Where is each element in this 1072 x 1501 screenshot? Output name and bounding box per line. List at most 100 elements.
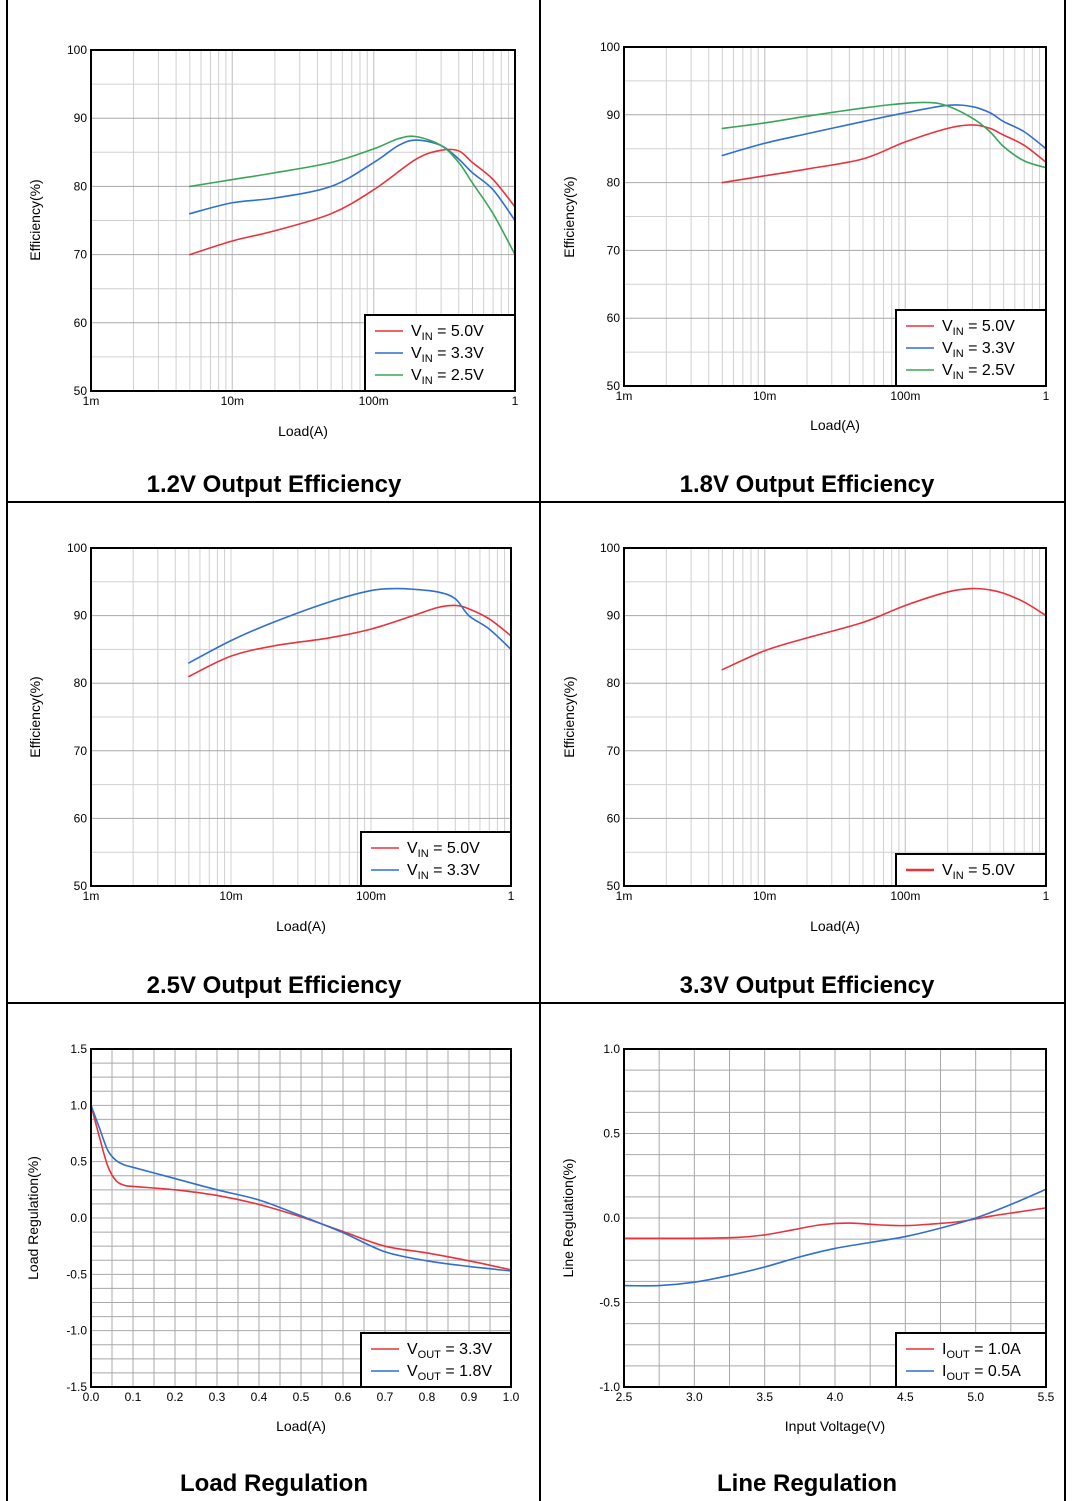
y-tick-labels: -1.0 -0.5 0.0 0.5 1.0: [599, 1042, 620, 1394]
x-tick-labels: 1m 10m 100m 1: [616, 889, 1050, 903]
legend-box: [360, 831, 512, 887]
series-line: [188, 135, 516, 256]
x-axis-label: Load(A): [278, 423, 328, 439]
y-tick-label: 80: [607, 176, 621, 190]
y-tick-label: 90: [74, 111, 88, 125]
chart-panel-5: -1.5 -1.0 -0.5 0.0 0.5 1.0 1.5 0.0 0.1 0.2 0.3 0.4…: [25, 1042, 520, 1497]
x-tick-label: 1m: [616, 389, 633, 403]
y-tick-label: 100: [67, 541, 87, 555]
x-tick-label: 5.5: [1038, 1390, 1055, 1404]
data-series: [721, 587, 1047, 671]
y-tick-label: 80: [74, 179, 88, 193]
y-tick-label: 70: [74, 744, 88, 758]
y-tick-label: 90: [607, 609, 621, 623]
y-tick-label: 50: [74, 879, 88, 893]
y-tick-label: 1.0: [70, 1098, 87, 1112]
x-tick-label: 0.7: [377, 1390, 394, 1404]
x-axis-label: Load(A): [810, 417, 860, 433]
data-series: [188, 135, 516, 256]
x-tick-label: 4.0: [827, 1390, 844, 1404]
legend-label: VIN = 5.0V: [942, 318, 1015, 338]
y-tick-label: 60: [74, 811, 88, 825]
legend-label: VIN = 2.5V: [942, 362, 1015, 382]
y-tick-labels: 50 60 70 80 90 100: [67, 541, 87, 893]
x-axis-label: Load(A): [810, 918, 860, 934]
series-line: [721, 587, 1047, 671]
legend-label: VIN = 5.0V: [407, 840, 480, 860]
chart-panel-3: 50 60 70 80 90 100 1m 10m 100m 1 Load(A) Efficie…: [27, 541, 515, 999]
x-tick-label: 0.3: [209, 1390, 226, 1404]
x-tick-label: 0.4: [251, 1390, 268, 1404]
y-tick-label: 60: [607, 311, 621, 325]
x-tick-label: 4.5: [897, 1390, 914, 1404]
series-line: [188, 139, 516, 222]
y-tick-label: -1.0: [66, 1324, 87, 1338]
x-tick-labels: 1m 10m 100m 1: [83, 889, 515, 903]
legend-label: VOUT = 3.3V: [407, 1341, 492, 1361]
x-tick-label: 0.2: [167, 1390, 184, 1404]
series-line: [623, 1207, 1047, 1240]
x-tick-label: 3.5: [756, 1390, 773, 1404]
plot-area-frame: [90, 1048, 512, 1388]
x-tick-label: 1m: [83, 394, 100, 408]
series-line: [623, 1188, 1047, 1287]
x-tick-label: 0.0: [83, 1390, 100, 1404]
legend: VIN = 5.0V: [895, 853, 1047, 887]
x-tick-labels: 0.0 0.1 0.2 0.3 0.4 0.5 0.6 0.7 0.8 0.9 1.0: [83, 1390, 520, 1404]
x-tick-label: 3.0: [686, 1390, 703, 1404]
plot-area-frame: [623, 547, 1047, 887]
plot-area-frame: [623, 46, 1047, 387]
series-line: [188, 148, 516, 256]
x-tick-label: 0.1: [125, 1390, 142, 1404]
y-tick-labels: 50 60 70 80 90 100: [600, 40, 620, 393]
legend-box: [895, 1332, 1047, 1388]
x-axis-label: Load(A): [276, 1418, 326, 1434]
x-tick-label: 0.5: [293, 1390, 310, 1404]
y-tick-label: 70: [74, 248, 88, 262]
chart-panel-2: 50 60 70 80 90 100 1m 10m 100m 1 Load(A) Efficie…: [561, 40, 1050, 498]
legend-box: [360, 1332, 512, 1388]
x-tick-labels: 1m 10m 100m 1: [616, 389, 1050, 403]
x-axis-label: Load(A): [276, 918, 326, 934]
y-tick-label: 80: [74, 676, 88, 690]
y-tick-label: 50: [607, 879, 621, 893]
x-tick-label: 1: [1043, 889, 1050, 903]
x-tick-label: 0.6: [335, 1390, 352, 1404]
y-tick-label: 60: [607, 811, 621, 825]
y-tick-label: 90: [74, 609, 88, 623]
y-tick-label: 100: [67, 43, 87, 57]
gridlines: [624, 548, 1046, 886]
y-tick-label: 100: [600, 40, 620, 54]
series-line: [721, 104, 1047, 157]
y-tick-label: 0.0: [70, 1211, 87, 1225]
y-tick-label: 0.5: [70, 1155, 87, 1169]
x-tick-label: 1: [512, 394, 519, 408]
gridlines: [91, 548, 511, 886]
data-series: [188, 587, 512, 678]
x-tick-label: 0.9: [461, 1390, 478, 1404]
plot-area-frame: [90, 547, 512, 887]
page-frame: [6, 0, 1066, 1501]
y-axis-label: Efficiency(%): [561, 176, 577, 257]
x-tick-label: 1m: [616, 889, 633, 903]
chart-title: 2.5V Output Efficiency: [147, 972, 402, 999]
y-tick-label: 80: [607, 676, 621, 690]
plot-area-frame: [623, 1048, 1047, 1388]
y-tick-label: -1.0: [599, 1380, 620, 1394]
legend-label: IOUT = 1.0A: [942, 1341, 1021, 1361]
chart-title: 1.2V Output Efficiency: [147, 471, 402, 498]
legend-label: IOUT = 0.5A: [942, 1363, 1021, 1383]
y-tick-label: 0.0: [603, 1211, 620, 1225]
gridlines: [91, 1049, 511, 1387]
legend-label: VIN = 3.3V: [942, 340, 1015, 360]
series-line: [721, 124, 1047, 184]
gridlines: [624, 1049, 1046, 1387]
data-series: [623, 1188, 1047, 1287]
y-tick-label: 1.5: [70, 1042, 87, 1056]
y-tick-label: 70: [607, 744, 621, 758]
x-tick-label: 5.0: [967, 1390, 984, 1404]
